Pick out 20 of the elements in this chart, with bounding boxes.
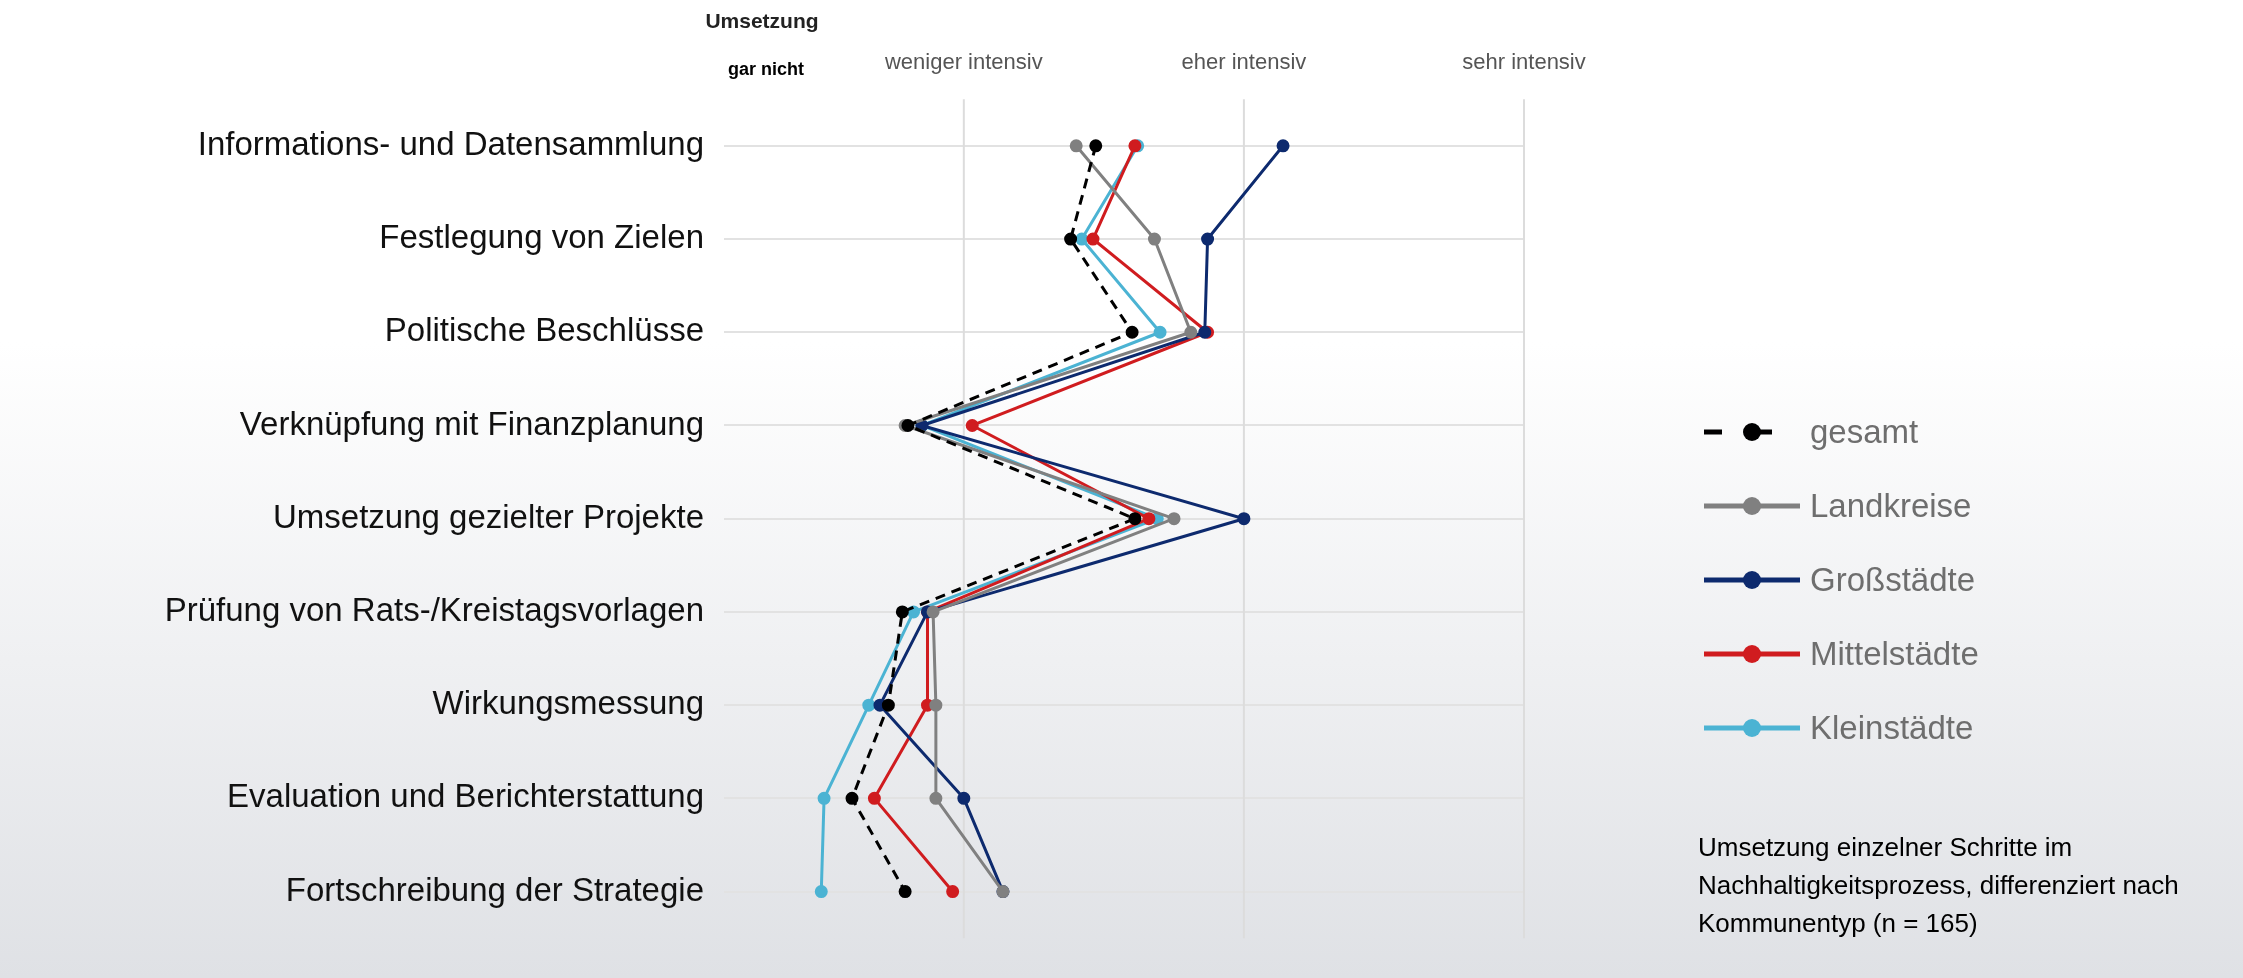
legend-label: Großstädte: [1810, 561, 1976, 599]
chart-title: Umsetzung: [705, 9, 819, 33]
ref-line-label: eher intensiv: [1181, 49, 1307, 75]
y-tick-label: Umsetzung gezielter Projekte: [272, 497, 704, 535]
ref-line-label: sehr intensiv: [1462, 49, 1586, 75]
legend-label: gesamt: [1810, 413, 1919, 451]
y-tick-label: Prüfung von Rats-/Kreistagsvorlagen: [164, 591, 704, 629]
y-tick-label: Informations- und Datensammlung: [197, 124, 704, 162]
legend-label: Kleinstädte: [1810, 709, 1974, 747]
legend-label: Mittelstädte: [1810, 635, 1979, 673]
y-tick-label: Festlegung von Zielen: [379, 218, 704, 256]
y-tick-label: Verknüpfung mit Finanzplanung: [239, 404, 704, 442]
y-tick-label: Evaluation und Berichterstattung: [227, 777, 704, 815]
legend-label: Landkreise: [1810, 487, 1972, 525]
y-tick-label: Wirkungsmessung: [432, 684, 704, 722]
y-tick-label: Politische Beschlüsse: [384, 311, 704, 349]
y-tick-label: Fortschreibung der Strategie: [285, 870, 704, 908]
ref-line-label: weniger intensiv: [883, 49, 1043, 75]
text: Umsetzung einzelner Schritte im Nachhaltigkeitsprozess, differenziert nach Kommunentyp (n = 165): [1698, 831, 2180, 940]
text: gar nicht: [728, 59, 805, 80]
